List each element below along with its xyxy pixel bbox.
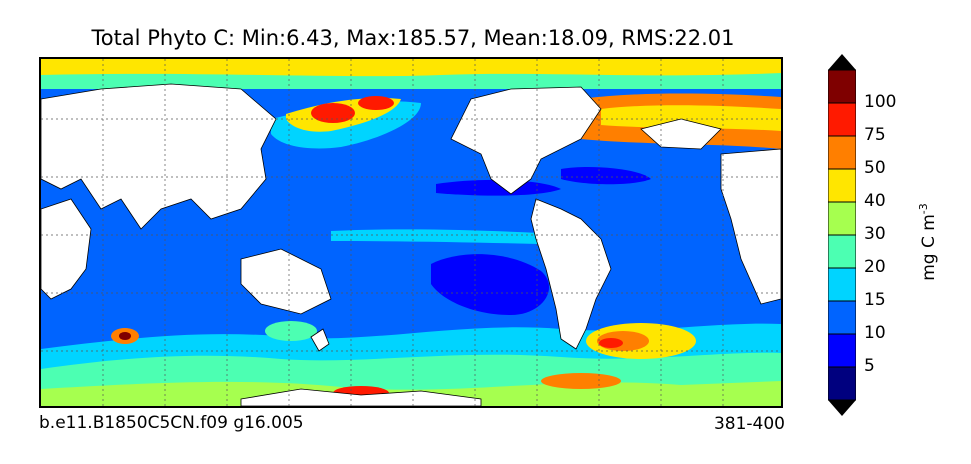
colorbar-unit-label: mg C m-3	[917, 203, 939, 281]
colorbar-tick-label: 15	[864, 290, 886, 310]
antarctica	[240, 388, 482, 406]
weddell-bloom	[541, 373, 621, 389]
plot-title: Total Phyto C: Min:6.43, Max:185.57, Mea…	[91, 26, 735, 50]
colorbar-tick-label: 10	[864, 323, 886, 343]
colorbar-tick-label: 100	[864, 92, 897, 112]
colorbar-segment	[828, 201, 856, 236]
tasman-patch	[265, 321, 317, 341]
colorbar-segment	[828, 168, 856, 203]
new-zealand	[310, 328, 330, 352]
colorbar	[828, 54, 856, 416]
years-label: 381-400	[713, 414, 785, 434]
colorbar-min-cap	[828, 400, 856, 416]
colorbar-tick-label: 50	[864, 158, 886, 178]
colorbar-max-cap	[828, 54, 856, 70]
colorbar-segment	[828, 366, 856, 401]
case-name-label: b.e11.B1850C5CN.f09 g16.005	[39, 413, 304, 433]
colorbar-segment	[828, 300, 856, 335]
colorbar-segment	[828, 102, 856, 137]
sargasso-sea	[561, 167, 651, 185]
north-america	[450, 86, 602, 195]
map-gridlines	[41, 59, 781, 406]
map-panel	[39, 57, 783, 408]
colorbar-segment	[828, 333, 856, 368]
land-masses	[41, 83, 781, 406]
unit-base: mg C m	[918, 214, 939, 281]
colorbar-tick-label: 20	[864, 257, 886, 277]
south-america	[530, 198, 612, 350]
colorbar-segment	[828, 234, 856, 269]
south-pacific-gyre	[431, 254, 550, 315]
australia	[240, 248, 332, 315]
phyto-map	[41, 59, 781, 406]
eurasia	[41, 83, 277, 230]
colorbar-segment	[828, 69, 856, 104]
colorbar-tick-label: 30	[864, 224, 886, 244]
unit-exponent: -3	[917, 203, 931, 215]
colorbar-tick-label: 5	[864, 356, 875, 376]
equatorial-upwelling	[331, 229, 581, 245]
colorbar-segment	[828, 267, 856, 302]
colorbar-tick-label: 75	[864, 125, 886, 145]
colorbar-segment	[828, 135, 856, 170]
greenland-edge	[640, 118, 722, 150]
colorbar-tick-label: 40	[864, 191, 886, 211]
africa-edge	[41, 198, 92, 300]
north-pacific-gyre	[436, 179, 561, 196]
